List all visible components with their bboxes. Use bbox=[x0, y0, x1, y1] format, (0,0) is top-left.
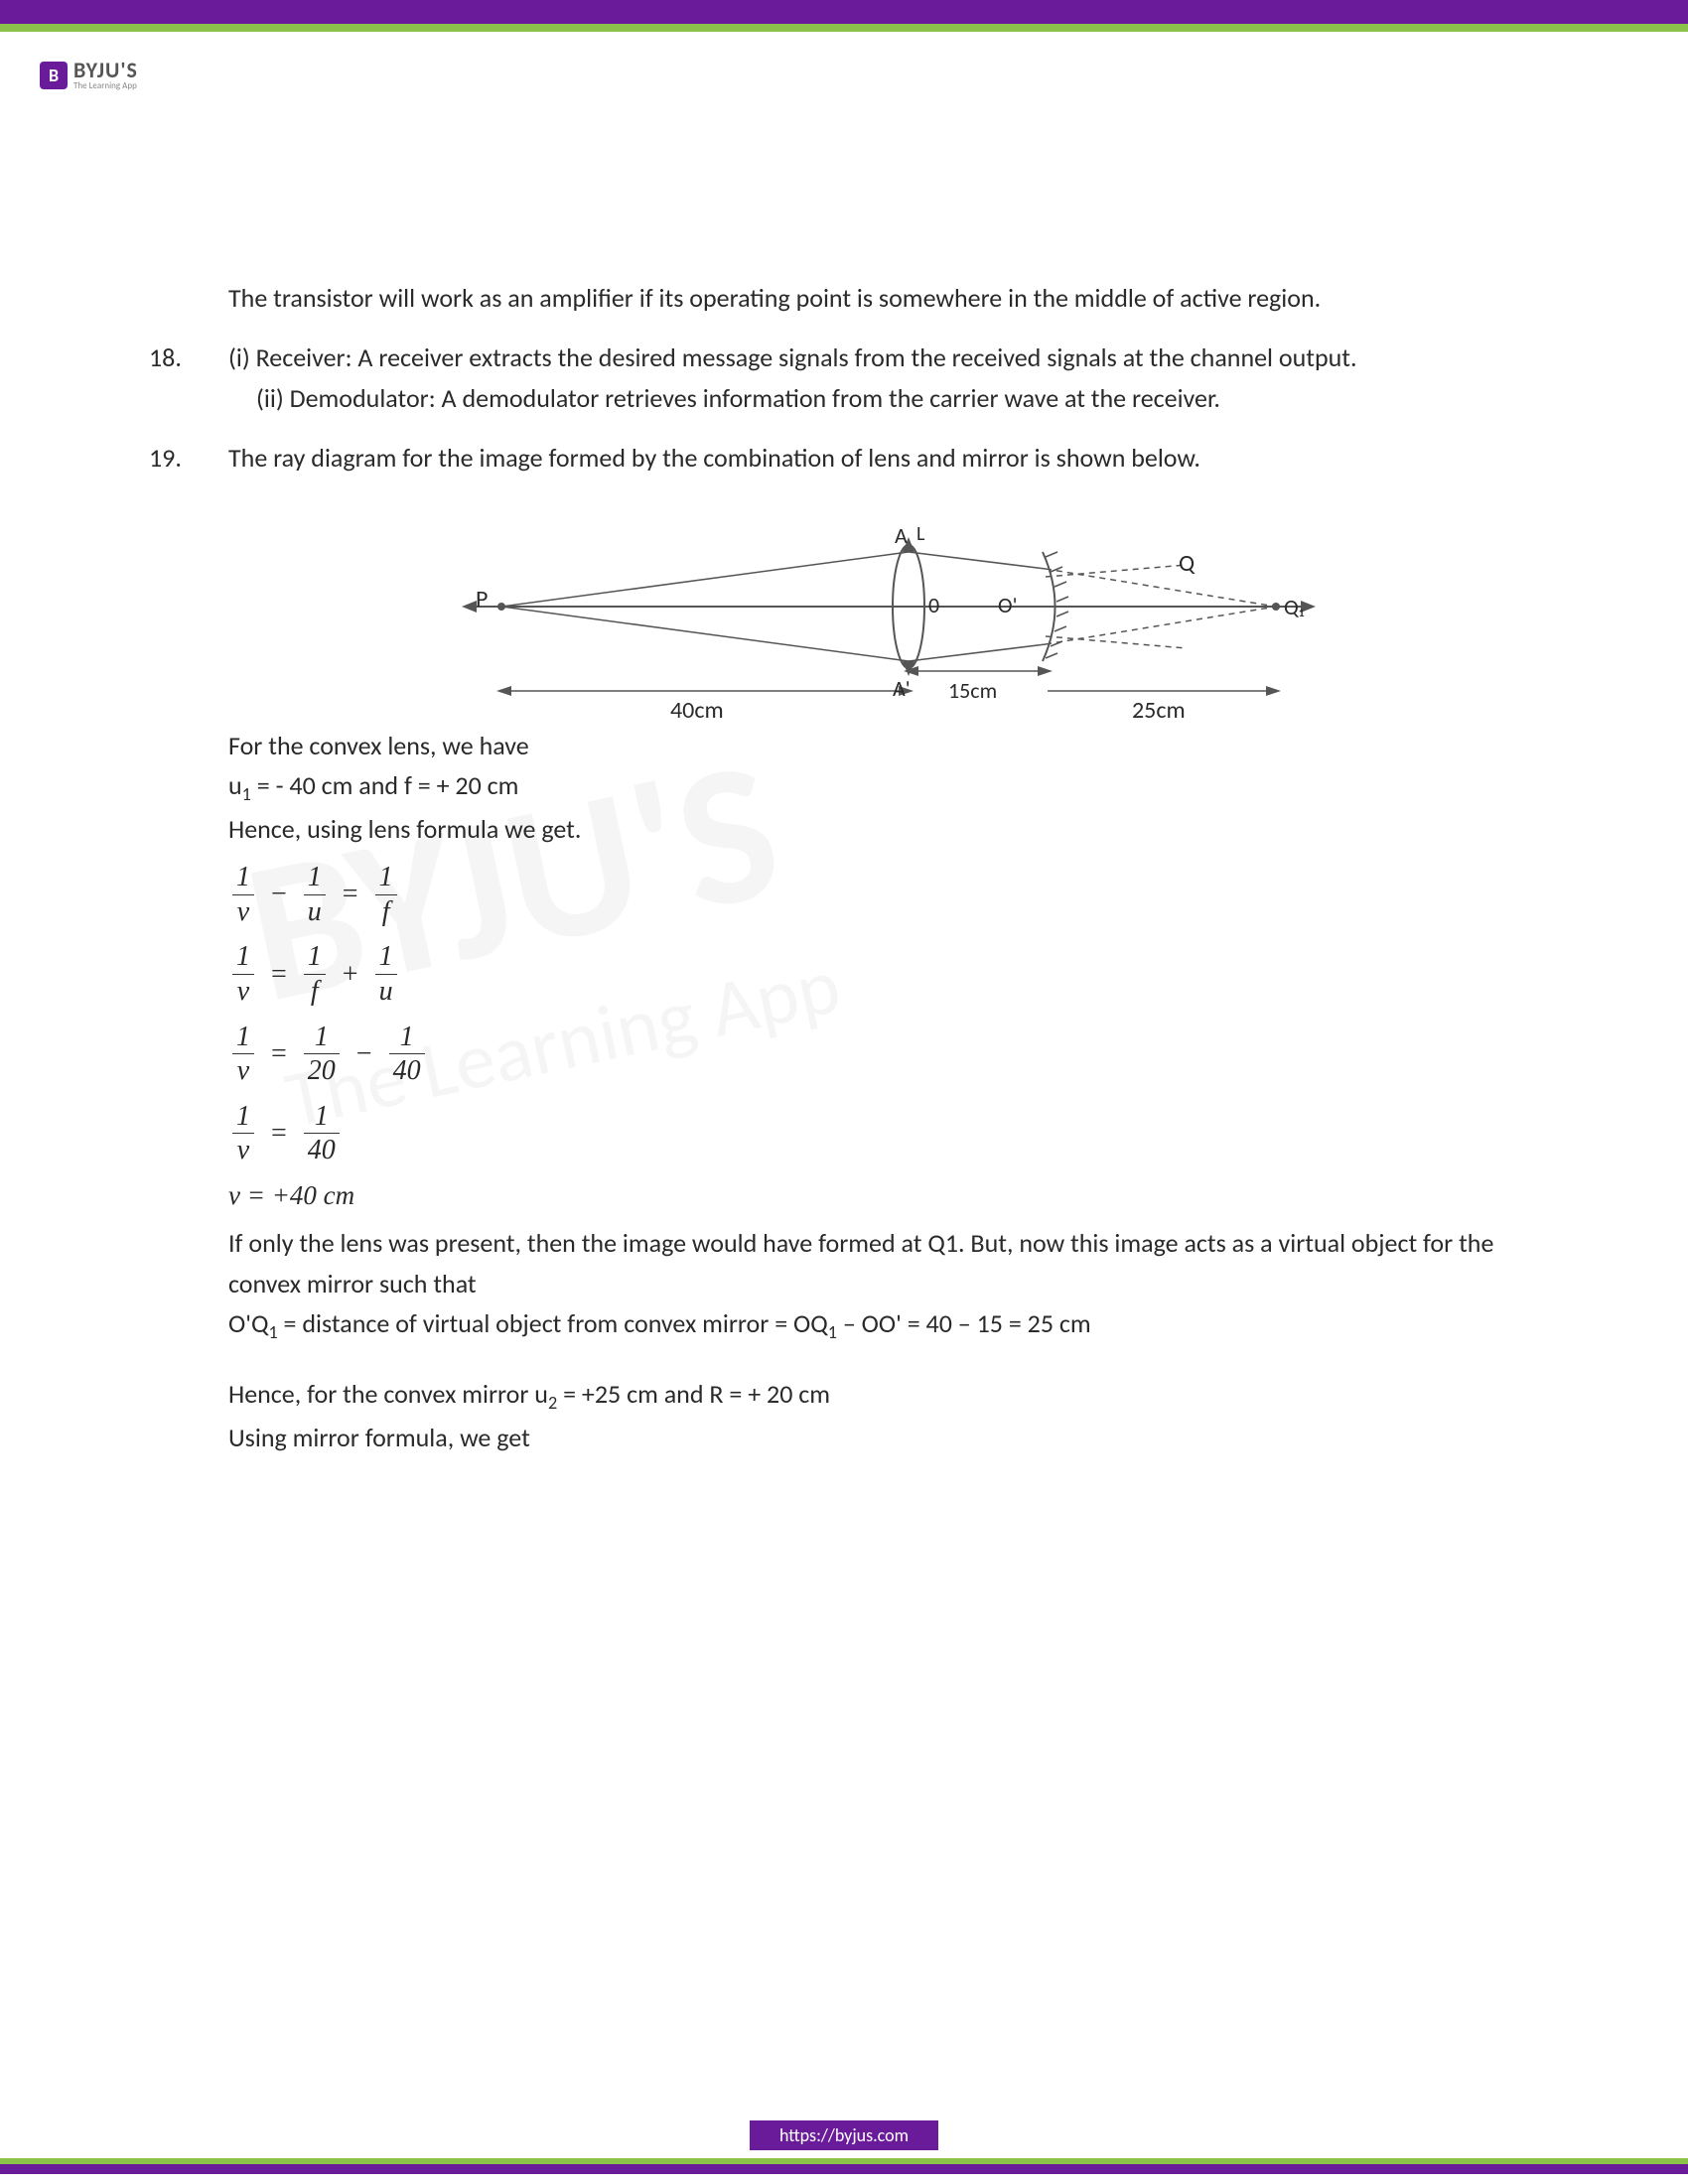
q19-after2: O'Q1 = distance of virtual object from c… bbox=[228, 1303, 1549, 1346]
q19-after4: Using mirror formula, we get bbox=[228, 1418, 1549, 1457]
formula-1: 1v − 1u = 1f bbox=[228, 861, 1549, 928]
intro-para: The transistor will work as an amplifier… bbox=[149, 278, 1549, 318]
q19-u1: u1 = - 40 cm and f = + 20 cm bbox=[228, 765, 1549, 808]
v-result: v = +40 cm bbox=[228, 1179, 1549, 1211]
q19-number: 19. bbox=[149, 438, 209, 1457]
content: The transistor will work as an amplifier… bbox=[149, 278, 1549, 1477]
diagram-dim-15: 15cm bbox=[948, 674, 997, 708]
diagram-dim-25: 25cm bbox=[1132, 692, 1186, 729]
diagram-label-l: L bbox=[916, 519, 924, 550]
logo-sub: The Learning App bbox=[73, 81, 138, 90]
diagram-label-q1: Q₁ bbox=[1284, 591, 1304, 624]
diagram-label-a2: A' bbox=[893, 672, 911, 706]
diagram-dim-40: 40cm bbox=[670, 692, 724, 729]
footer-url: https://byjus.com bbox=[750, 2120, 938, 2150]
q19-after1: If only the lens was present, then the i… bbox=[228, 1223, 1549, 1303]
diagram-label-a: A bbox=[895, 519, 908, 553]
top-bar bbox=[0, 0, 1688, 24]
q19-convex-intro: For the convex lens, we have bbox=[228, 726, 1549, 765]
formula-2: 1v = 1f + 1u bbox=[228, 940, 1549, 1008]
formula-3: 1v = 120 − 140 bbox=[228, 1021, 1549, 1088]
q19-after3: Hence, for the convex mirror u2 = +25 cm… bbox=[228, 1374, 1549, 1417]
ray-diagram: P A L A' 0 O' Q Q₁ 40cm 15cm 25cm bbox=[442, 497, 1336, 716]
bottom-bar bbox=[0, 2158, 1688, 2164]
diagram-label-o: 0 bbox=[928, 589, 939, 622]
question-19: 19. The ray diagram for the image formed… bbox=[149, 438, 1549, 1457]
diagram-label-p: P bbox=[476, 581, 488, 617]
q18-line2: (ii) Demodulator: A demodulator retrieve… bbox=[228, 378, 1549, 418]
q19-hence: Hence, using lens formula we get. bbox=[228, 809, 1549, 849]
diagram-label-oprime: O' bbox=[998, 589, 1017, 622]
question-18: 18. (i) Receiver: A receiver extracts th… bbox=[149, 338, 1549, 418]
q19-intro: The ray diagram for the image formed by … bbox=[228, 438, 1549, 478]
formula-4: 1v = 140 bbox=[228, 1100, 1549, 1167]
logo-main: BYJU'S bbox=[73, 60, 138, 81]
q18-number: 18. bbox=[149, 338, 209, 418]
q18-line1: (i) Receiver: A receiver extracts the de… bbox=[228, 338, 1549, 377]
diagram-label-q: Q bbox=[1179, 545, 1195, 582]
logo: B BYJU'S The Learning App bbox=[40, 60, 138, 90]
logo-badge-icon: B bbox=[40, 62, 68, 89]
